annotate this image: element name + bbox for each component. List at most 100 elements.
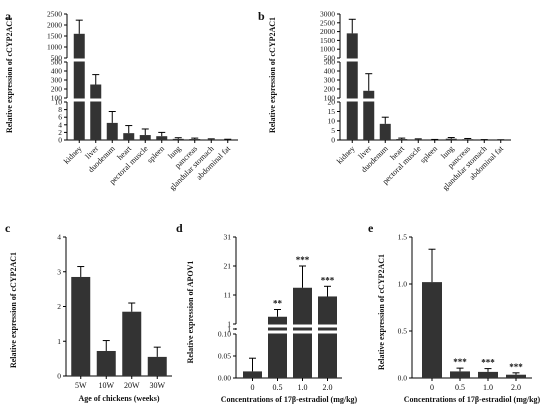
bar: [122, 311, 142, 376]
axis-break: [237, 324, 343, 328]
bar: [506, 374, 526, 378]
bar: [422, 282, 442, 378]
y-tick-label: 400: [324, 67, 336, 76]
panel-d: d Relative expression of APOV1 Concentrati…: [176, 221, 358, 404]
y-tick-label: 200: [51, 85, 63, 94]
x-tick-label: spleen: [145, 144, 166, 165]
bar: [450, 371, 470, 378]
significance-label: ***: [296, 255, 310, 265]
y-tick-label: 2500: [320, 18, 335, 27]
y-tick-label: 2: [57, 302, 61, 311]
bar: [189, 139, 201, 140]
y-tick-label: 1: [227, 320, 231, 329]
axis-break: [68, 58, 239, 62]
y-tick-label: 2: [58, 128, 62, 137]
bar: [318, 296, 337, 378]
y-tick-label: 6: [58, 113, 62, 122]
y-tick-label: 0.05: [218, 352, 231, 361]
y-tick-label: 1500: [47, 32, 62, 41]
y-tick-label: 1.0: [398, 280, 408, 289]
bar: [462, 139, 474, 140]
bar: [156, 136, 168, 140]
x-tick-label: 1.0: [483, 383, 493, 392]
panel-c: c Relative expression of cCYP2AC1 Age of c…: [5, 221, 172, 403]
x-tick-label: kidney: [335, 144, 357, 166]
x-tick-label: 0: [430, 383, 434, 392]
y-tick-label: 2000: [320, 27, 335, 36]
x-tick-label: 30W: [149, 381, 165, 390]
y-axis-title: Relative expression of APOV1: [186, 261, 195, 364]
y-tick-label: 0.5: [398, 327, 408, 336]
y-tick-label: 0.10: [218, 330, 231, 339]
y-tick-label: 500: [51, 54, 63, 63]
panel-letter: e: [368, 221, 374, 235]
y-tick-label: 4: [58, 120, 62, 129]
x-tick-label: 0: [251, 383, 255, 392]
x-axis-title: Concentrations of 17β-estradiol (mg/kg): [404, 395, 541, 404]
y-tick-label: 0: [58, 136, 62, 145]
y-tick-label: 500: [324, 54, 336, 63]
significance-label: **: [273, 299, 283, 309]
axis-break: [237, 330, 343, 334]
bar: [96, 350, 116, 376]
significance-label: ***: [481, 358, 495, 368]
bar: [139, 135, 151, 140]
y-tick-label: 0: [331, 136, 335, 145]
y-tick-label: 300: [51, 76, 63, 85]
y-tick-label: 1000: [320, 45, 335, 54]
bar: [379, 123, 391, 140]
x-axis-title: Age of chickens (weeks): [78, 394, 159, 403]
y-tick-label: 15: [328, 107, 336, 116]
y-tick-label: 0.00: [218, 374, 231, 383]
bar: [243, 371, 262, 378]
bar: [172, 138, 184, 140]
bar: [123, 133, 135, 140]
y-tick-label: 500: [51, 58, 63, 67]
y-tick-label: 20: [328, 98, 336, 107]
x-tick-label: kidney: [62, 144, 84, 166]
bar: [346, 33, 358, 140]
y-tick-label: 3: [57, 267, 61, 276]
significance-label: ***: [453, 357, 467, 367]
y-tick-label: 31: [224, 233, 232, 242]
y-tick-label: 1.5: [398, 233, 408, 242]
y-tick-label: 100: [324, 94, 336, 103]
y-tick-label: 400: [51, 67, 63, 76]
y-tick-label: 4: [57, 233, 61, 242]
bar: [363, 90, 375, 140]
y-tick-label: 21: [224, 262, 232, 271]
y-tick-label: 200: [324, 85, 336, 94]
bar: [90, 84, 102, 140]
x-axis-title: Concentrations of 17β-estradiol (mg/kg): [221, 395, 358, 404]
y-tick-label: 0.0: [398, 374, 408, 383]
y-tick-label: 0: [57, 372, 61, 381]
y-tick-label: 10: [55, 98, 63, 107]
significance-label: ***: [321, 275, 335, 285]
x-tick-label: 2.0: [323, 383, 333, 392]
panel-letter: c: [5, 221, 11, 235]
axis-break: [68, 98, 239, 102]
y-tick-label: 300: [324, 76, 336, 85]
y-tick-label: 100: [51, 94, 63, 103]
x-tick-label: 20W: [124, 381, 140, 390]
bar: [73, 33, 85, 140]
x-tick-label: 1.0: [298, 383, 308, 392]
y-tick-label: 1000: [47, 43, 62, 52]
axis-break: [341, 98, 512, 102]
bar: [106, 122, 118, 140]
y-tick-label: 2500: [47, 10, 62, 19]
axis-break: [341, 58, 512, 62]
bar: [147, 356, 167, 376]
y-tick-label: 11: [224, 291, 231, 300]
x-tick-label: 0.5: [273, 383, 283, 392]
y-tick-label: 8: [58, 105, 62, 114]
y-tick-label: 1: [57, 337, 61, 346]
bar: [445, 138, 457, 140]
y-axis-title: Relative expression of cCYP2AC1: [5, 17, 14, 133]
bar: [396, 139, 408, 140]
y-axis-title: Relative expression of cCYP2AC1: [9, 252, 18, 368]
y-tick-label: 2000: [47, 21, 62, 30]
panel-letter: d: [176, 221, 183, 235]
